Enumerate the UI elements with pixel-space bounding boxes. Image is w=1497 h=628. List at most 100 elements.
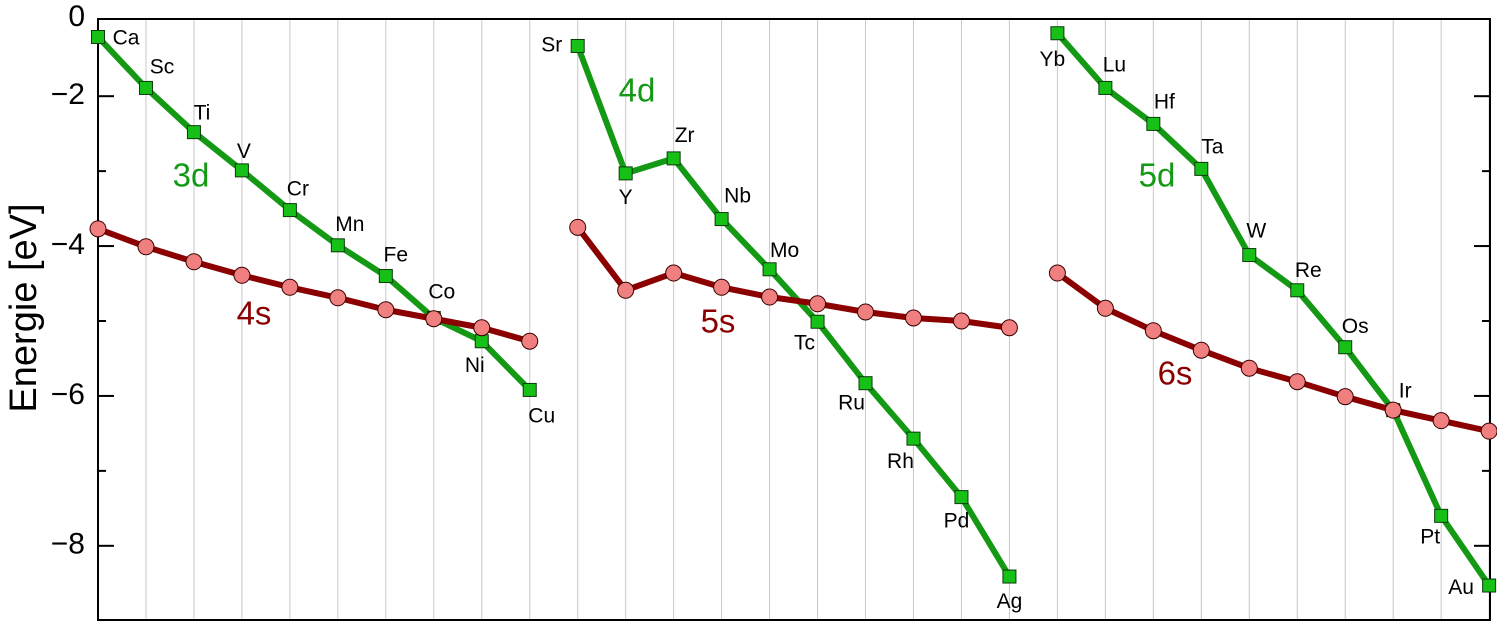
element-label: Os [1342, 315, 1369, 338]
marker [954, 490, 969, 505]
series-label: 5s [701, 303, 736, 340]
series-line [575, 225, 1010, 331]
marker [89, 220, 107, 238]
element-label: Pd [944, 510, 970, 533]
marker [906, 431, 921, 446]
element-label: Lu [1103, 53, 1126, 76]
element-label: V [237, 140, 251, 163]
marker [1050, 26, 1065, 41]
marker [281, 278, 299, 296]
marker [138, 80, 153, 95]
y-tick-label: −6 [51, 378, 85, 411]
element-label: Pt [1420, 525, 1440, 548]
element-label: Mn [335, 213, 364, 236]
element-label: Co [428, 281, 455, 304]
marker [569, 218, 587, 236]
marker [665, 264, 683, 282]
marker [904, 309, 922, 327]
marker [858, 376, 873, 391]
series-line [95, 34, 532, 393]
series-label: 6s [1158, 355, 1193, 392]
marker [186, 125, 201, 140]
marker [522, 382, 537, 397]
element-label: Sc [150, 55, 175, 78]
marker [1098, 80, 1113, 95]
marker [1242, 248, 1257, 263]
element-label: Ni [465, 354, 485, 377]
element-label: Mo [770, 239, 799, 262]
marker [617, 281, 635, 299]
marker [1290, 283, 1305, 298]
marker [330, 238, 345, 253]
marker [185, 253, 203, 271]
marker [1482, 578, 1497, 593]
marker [1096, 299, 1114, 317]
marker [1336, 388, 1354, 406]
marker [714, 212, 729, 227]
element-label: Ca [113, 27, 140, 50]
marker [378, 269, 393, 284]
marker [1048, 264, 1066, 282]
marker [1288, 373, 1306, 391]
marker [234, 163, 249, 178]
marker [91, 29, 105, 44]
plot-frame [97, 18, 1491, 621]
element-label: Y [619, 186, 633, 209]
marker [857, 303, 875, 321]
marker [1000, 319, 1018, 337]
series-line [1055, 270, 1490, 435]
marker [1146, 116, 1161, 131]
marker [666, 151, 681, 166]
marker [521, 332, 539, 350]
element-label: Tc [794, 331, 815, 354]
y-top-label: 0 [68, 0, 85, 33]
marker [570, 38, 585, 53]
marker [425, 310, 443, 328]
element-label: Cu [528, 404, 555, 427]
marker [1002, 569, 1017, 584]
series-label: 4d [619, 72, 656, 109]
y-tick-label: −2 [51, 78, 85, 111]
element-label: Hf [1154, 90, 1175, 113]
marker [474, 334, 489, 349]
marker [1384, 401, 1402, 419]
marker [1480, 422, 1497, 440]
element-label: Fe [384, 244, 409, 267]
series-line [574, 44, 1012, 579]
marker [233, 266, 251, 284]
element-label: Yb [1040, 48, 1066, 71]
element-label: Ru [838, 392, 865, 415]
series-label: 5d [1139, 157, 1176, 194]
series-label: 4s [237, 295, 272, 332]
series-label: 3d [173, 157, 210, 194]
y-tick-label: −4 [51, 228, 85, 261]
marker [1194, 161, 1209, 176]
element-label: Ir [1399, 380, 1412, 403]
series-line [96, 226, 531, 345]
element-label: Re [1295, 259, 1322, 282]
element-label: Ti [194, 102, 211, 125]
element-label: W [1246, 220, 1266, 243]
marker [1434, 508, 1449, 523]
series-line [1055, 31, 1492, 588]
marker [1144, 322, 1162, 340]
marker [762, 262, 777, 277]
element-label: Rh [887, 450, 914, 473]
element-label: Nb [724, 185, 751, 208]
marker [618, 166, 633, 181]
element-label: Ta [1201, 135, 1224, 158]
marker [713, 278, 731, 296]
element-label: Zr [675, 124, 695, 147]
marker [282, 203, 297, 218]
marker [761, 288, 779, 306]
marker [1338, 340, 1353, 355]
y-tick-label: −8 [51, 528, 85, 561]
marker [329, 289, 347, 307]
marker [1240, 359, 1258, 377]
element-label: Au [1448, 576, 1474, 599]
element-label: Cr [287, 178, 309, 201]
y-axis-title: Energie [eV] [3, 203, 45, 412]
marker [473, 319, 491, 337]
marker [952, 312, 970, 330]
